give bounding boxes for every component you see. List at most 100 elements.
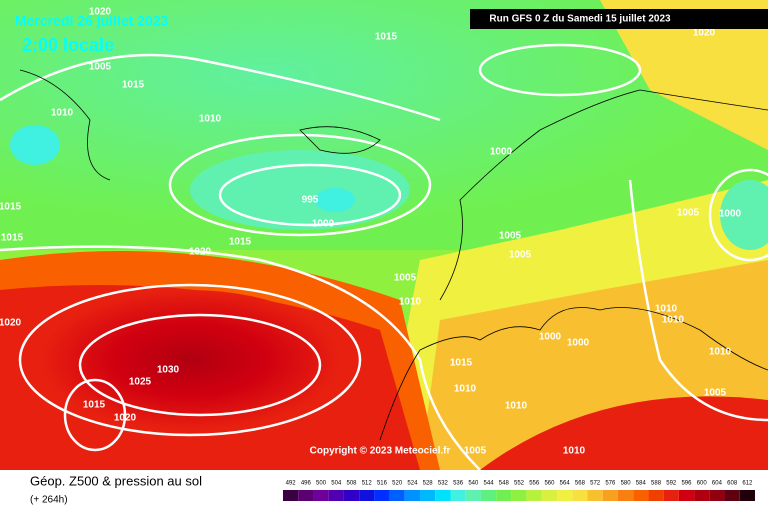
legend-label: 496 — [301, 481, 312, 487]
legend-swatch — [724, 490, 740, 501]
isobar-label: 1030 — [157, 365, 180, 376]
legend-swatch — [420, 490, 436, 501]
isobar-label: 1010 — [505, 401, 528, 412]
legend-label: 544 — [484, 481, 495, 487]
legend-swatch — [389, 490, 405, 501]
footer-title: Géop. Z500 & pression au sol — [30, 473, 202, 488]
isobar-label: 1000 — [719, 209, 742, 220]
isobar-label: 1005 — [677, 208, 700, 219]
run-box — [470, 9, 768, 29]
isobar-label: 1010 — [655, 304, 678, 315]
legend-swatch — [496, 490, 512, 501]
legend-label: 536 — [453, 481, 464, 487]
isobar-label: 1000 — [490, 147, 513, 158]
isobar-label: 1005 — [464, 446, 487, 457]
legend-label: 584 — [636, 481, 647, 487]
legend-swatch — [404, 490, 421, 501]
isobar-label: 1010 — [709, 347, 732, 358]
legend-swatch — [572, 490, 588, 501]
legend-label: 540 — [468, 481, 479, 487]
legend-label: 572 — [590, 481, 601, 487]
isobar-label: 1005 — [509, 250, 532, 261]
legend-label: 504 — [331, 481, 342, 487]
isobar-label: 1015 — [450, 358, 473, 369]
legend-swatch — [465, 490, 481, 501]
isobar-label: 1010 — [51, 108, 74, 119]
isobar-label: 1015 — [0, 202, 22, 213]
legend-swatch — [298, 490, 314, 501]
isobar-label: 1010 — [563, 446, 586, 457]
legend-label: 596 — [681, 481, 692, 487]
date: Mercredi 26 juillet 2023 — [15, 13, 169, 29]
isobar-label: 1015 — [83, 400, 106, 411]
legend-swatch — [511, 490, 527, 501]
legend-label: 492 — [286, 481, 297, 487]
isobar-label: 1025 — [129, 377, 152, 388]
isobar-label: 1005 — [89, 62, 112, 73]
legend-label: 548 — [499, 481, 510, 487]
run: Run GFS 0 Z du Samedi 15 juillet 2023 — [489, 14, 671, 25]
legend-label: 500 — [316, 481, 327, 487]
legend-swatch — [283, 490, 299, 501]
isobar-label: 1000 — [567, 338, 590, 349]
legend-label: 592 — [666, 481, 677, 487]
legend-label: 588 — [651, 481, 662, 487]
copyright: Copyright © 2023 Meteociel.fr — [310, 446, 451, 457]
isobar-label: 1015 — [1, 233, 24, 244]
legend: 492 496 500 504 508 512 516 520 524 528 532 536 540 5… — [283, 481, 755, 501]
isobar-label: 1000 — [312, 219, 335, 230]
legend-label: 560 — [544, 481, 555, 487]
legend-label: 520 — [392, 481, 403, 487]
legend-swatch — [541, 490, 558, 501]
isobar-label: 1015 — [122, 80, 145, 91]
legend-label: 608 — [727, 481, 738, 487]
legend-swatch — [435, 490, 451, 501]
isobar-label: 1015 — [229, 237, 252, 248]
legend-label: 564 — [560, 481, 571, 487]
coastlines — [19, 69, 768, 441]
isobar-label: 1020 — [89, 7, 112, 18]
legend-label: 604 — [712, 481, 723, 487]
legend-swatch — [739, 490, 755, 501]
isobars — [0, 43, 768, 471]
time: 2:00 locale — [22, 35, 114, 55]
isobar-label: 1005 — [499, 231, 522, 242]
legend-swatch — [359, 490, 375, 501]
legend-label: 576 — [605, 481, 616, 487]
legend-swatch — [313, 490, 329, 501]
isobar-label: 1010 — [199, 114, 222, 125]
legend-swatch — [557, 490, 573, 501]
isobar-label: 1005 — [394, 273, 417, 284]
legend-swatch — [526, 490, 542, 501]
legend-swatch — [587, 490, 603, 501]
legend-label: 612 — [742, 481, 753, 487]
isobar-label: 1020 — [114, 413, 137, 424]
legend-swatch — [663, 490, 679, 501]
legend-label: 556 — [529, 481, 540, 487]
legend-label: 552 — [514, 481, 525, 487]
legend-label: 512 — [362, 481, 373, 487]
legend-label: 508 — [347, 481, 358, 487]
isobar-label: 995 — [302, 195, 319, 206]
legend-swatch — [633, 490, 649, 501]
isobar-label: 1010 — [662, 315, 685, 326]
legend-swatch — [374, 490, 390, 501]
legend-label: 580 — [621, 481, 632, 487]
isobar-label: 1000 — [539, 332, 562, 343]
legend-swatch — [678, 490, 695, 501]
legend-label: 600 — [697, 481, 708, 487]
legend-label: 528 — [423, 481, 434, 487]
legend-label: 524 — [407, 481, 418, 487]
isobar-label: 1010 — [399, 297, 422, 308]
isobar-label: 1010 — [454, 384, 477, 395]
legend-swatch — [480, 490, 497, 501]
legend-swatch — [602, 490, 618, 501]
legend-swatch — [450, 490, 466, 501]
footer-subtitle: (+ 264h) — [30, 495, 68, 506]
legend-swatch — [694, 490, 710, 501]
isobar-label: 1020 — [693, 28, 716, 39]
isobar-label: 1020 — [0, 318, 22, 329]
legend-swatch — [709, 490, 725, 501]
isobar-label: 1020 — [189, 247, 212, 258]
